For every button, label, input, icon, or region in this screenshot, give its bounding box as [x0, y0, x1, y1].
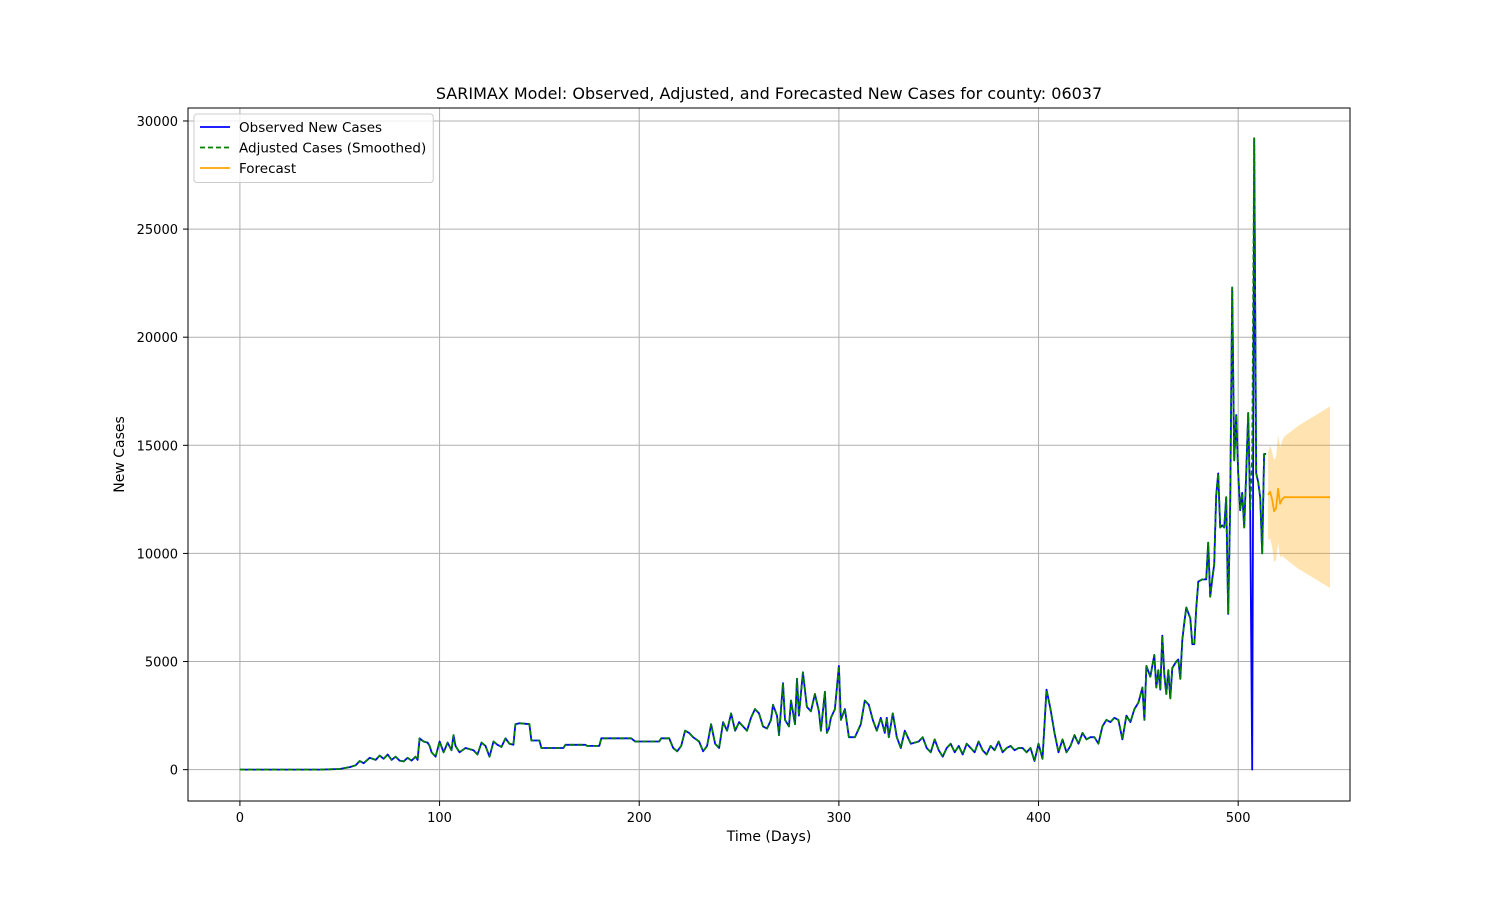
x-tick-label: 400 — [1026, 811, 1051, 826]
y-tick-label: 0 — [170, 764, 178, 779]
legend-entry-label: Observed New Cases — [239, 120, 382, 136]
series-line-adjusted-cases-smoothed — [239, 137, 1267, 771]
y-tick-label: 10000 — [137, 547, 178, 562]
x-tick-label: 300 — [826, 811, 851, 826]
y-tick-label: 25000 — [137, 223, 178, 238]
x-axis-label: Time (Days) — [726, 829, 812, 845]
y-axis-label: New Cases — [112, 416, 128, 493]
axis-ticks: 0 100 200 300 400 500050001000015000200002500… — [137, 115, 1251, 826]
grid-lines — [188, 108, 1350, 801]
axes-frame — [187, 107, 1351, 802]
y-tick-label: 30000 — [137, 115, 178, 130]
y-tick-label: 15000 — [137, 439, 178, 454]
chart-title: SARIMAX Model: Observed, Adjusted, and F… — [436, 84, 1102, 103]
y-tick-label: 5000 — [145, 656, 178, 671]
plot-area — [239, 137, 1330, 771]
x-tick-label: 0 — [236, 811, 244, 826]
legend: Observed New Cases Adjusted Cases (Smooth… — [193, 113, 434, 183]
legend-entry-label: Forecast — [239, 161, 296, 177]
legend-entry-label: Adjusted Cases (Smoothed) — [239, 141, 426, 157]
y-tick-label: 20000 — [137, 331, 178, 346]
x-tick-label: 500 — [1226, 811, 1251, 826]
x-tick-label: 100 — [427, 811, 452, 826]
series-line-forecast — [1267, 487, 1330, 513]
x-tick-label: 200 — [627, 811, 652, 826]
legend-box — [193, 113, 434, 183]
